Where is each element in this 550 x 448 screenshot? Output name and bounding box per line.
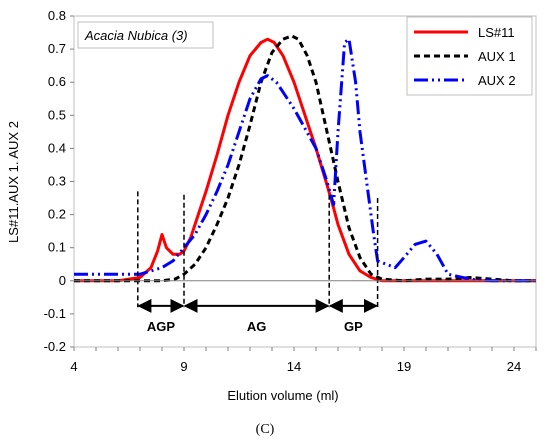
legend-entry-label: LS#11 — [478, 25, 515, 40]
series-line-aux-1 — [74, 34, 536, 283]
annotations: Acacia Nubica (3) — [77, 21, 214, 49]
series-line-aux-2 — [74, 37, 536, 283]
y-tick-label: -0.2 — [44, 339, 66, 354]
region-label-ag: AG — [247, 319, 267, 334]
figure-caption: (C) — [256, 422, 275, 437]
y-tick-label: 0.4 — [48, 140, 66, 155]
y-tick-label: 0.8 — [48, 8, 66, 23]
x-tick-label: 9 — [180, 359, 187, 374]
region-label-gp: GP — [344, 319, 363, 334]
x-tick-label: 19 — [397, 359, 411, 374]
x-tick-label: 4 — [70, 359, 77, 374]
region-markers: AGP AG GP — [137, 191, 379, 334]
y-tick-label: 0.3 — [48, 174, 66, 189]
y-axis-title: LS#11.AUX 1. AUX 2 — [6, 121, 21, 243]
y-tick-label: 0.2 — [48, 207, 66, 222]
x-tick-label: 24 — [507, 359, 521, 374]
y-tick-label: 0 — [59, 273, 66, 288]
annotation-text: Acacia Nubica (3) — [84, 28, 188, 43]
legend-entry-label: AUX 2 — [478, 73, 516, 88]
x-axis-title: Elution volume (ml) — [227, 388, 338, 403]
y-tick-label: 0.6 — [48, 74, 66, 89]
legend-entry-label: AUX 1 — [478, 49, 516, 64]
y-tick-label: 0.1 — [48, 240, 66, 255]
y-tick-label: -0.1 — [44, 306, 66, 321]
y-tick-label: 0.7 — [48, 41, 66, 56]
x-tick-label: 14 — [287, 359, 301, 374]
annotation-box — [77, 21, 214, 49]
legend: LS#11 AUX 1 AUX 2 — [406, 16, 533, 96]
axes: -0.2 -0.1 0 0.1 0.2 0.3 0.4 0.5 0.6 0.7 0.8 4 9 14 19 2… — [44, 8, 537, 374]
y-tick-label: 0.5 — [48, 107, 66, 122]
region-label-agp: AGP — [147, 319, 176, 334]
